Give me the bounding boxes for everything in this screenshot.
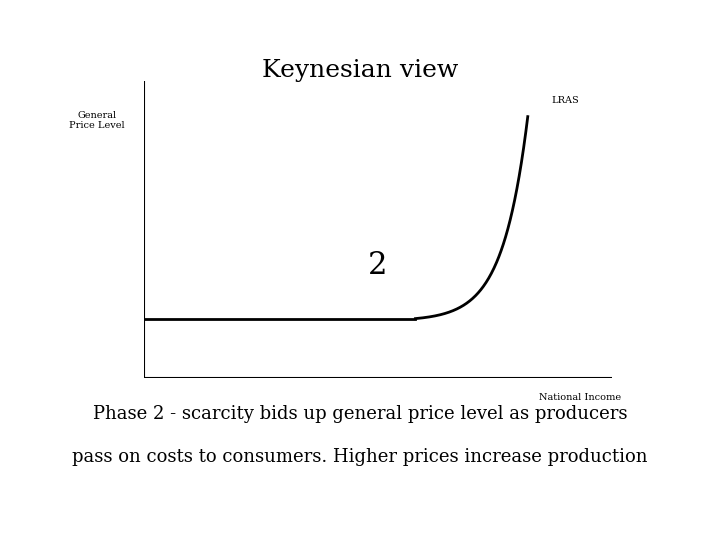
Text: National Income: National Income [539, 393, 621, 402]
Text: General
Price Level: General Price Level [69, 111, 125, 130]
Text: Phase 2 - scarcity bids up general price level as producers: Phase 2 - scarcity bids up general price… [93, 405, 627, 423]
Text: pass on costs to consumers. Higher prices increase production: pass on costs to consumers. Higher price… [72, 448, 648, 466]
Text: Keynesian view: Keynesian view [262, 59, 458, 83]
Text: 2: 2 [368, 249, 388, 281]
Text: LRAS: LRAS [552, 96, 579, 105]
